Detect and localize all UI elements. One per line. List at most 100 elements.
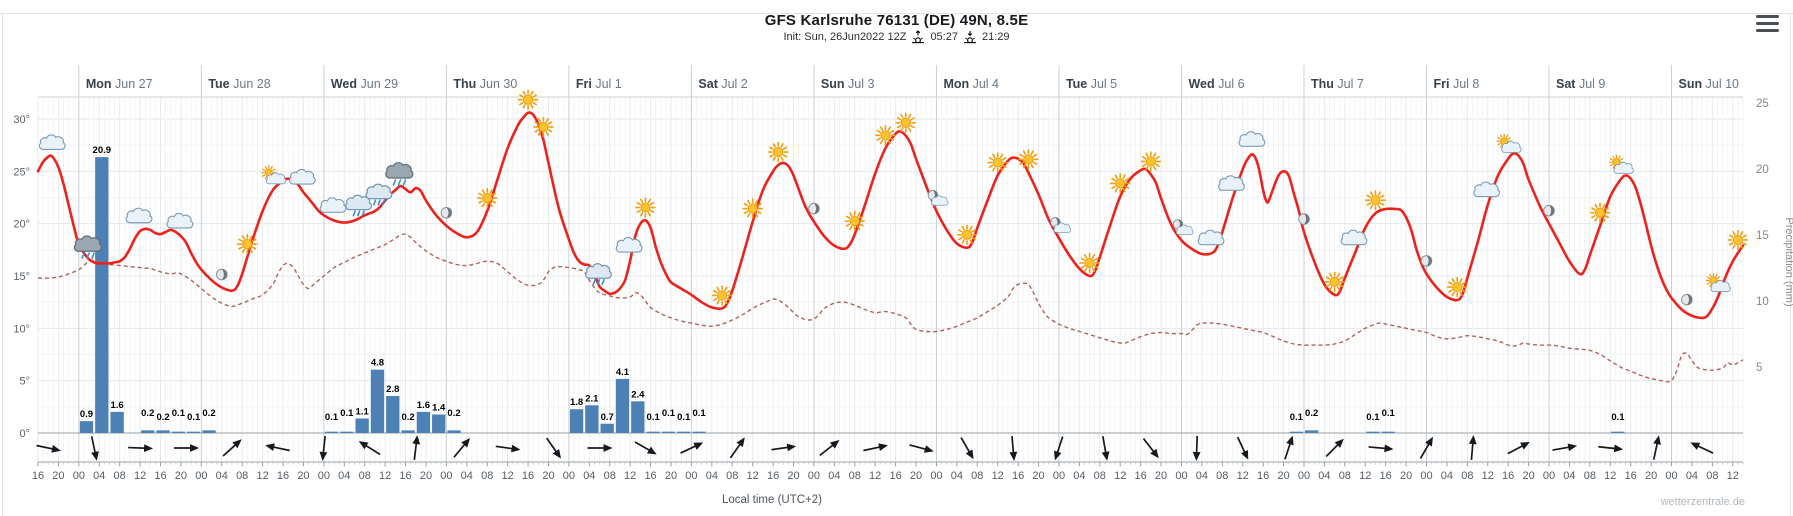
svg-text:12: 12 bbox=[1237, 470, 1249, 482]
wind-arrow bbox=[222, 439, 242, 457]
precip-bar bbox=[416, 411, 431, 433]
svg-text:15°: 15° bbox=[13, 271, 30, 283]
sun-cloud-icon bbox=[1705, 272, 1731, 293]
svg-text:04: 04 bbox=[1441, 470, 1453, 482]
wind-arrow bbox=[1468, 435, 1477, 461]
precip-value-label: 0.1 bbox=[1366, 412, 1380, 423]
svg-text:16: 16 bbox=[277, 470, 289, 482]
svg-text:00: 00 bbox=[808, 470, 820, 482]
wind-arrow bbox=[1054, 436, 1064, 461]
precip-bar bbox=[1611, 431, 1625, 433]
sun-icon bbox=[987, 152, 1008, 173]
svg-text:12: 12 bbox=[747, 470, 759, 482]
precip-value-label: 0.1 bbox=[172, 408, 186, 419]
svg-text:16: 16 bbox=[1502, 470, 1514, 482]
svg-text:16: 16 bbox=[1135, 470, 1147, 482]
precip-bar bbox=[141, 430, 155, 433]
precip-value-label: 0.2 bbox=[141, 408, 154, 419]
wind-arrow bbox=[960, 437, 974, 460]
precip-value-label: 0.1 bbox=[340, 408, 354, 419]
weather-icons bbox=[38, 89, 1749, 306]
cloud-icon bbox=[125, 207, 153, 224]
precip-bar bbox=[677, 431, 691, 433]
precip-value-label: 0.1 bbox=[1382, 408, 1396, 419]
precip-bar bbox=[386, 396, 400, 433]
precip-bar bbox=[569, 409, 584, 433]
sun-icon bbox=[895, 112, 917, 133]
day-label: Tue Jul 5 bbox=[1066, 77, 1117, 91]
rain-icon bbox=[345, 194, 372, 217]
precip-bar bbox=[692, 431, 706, 433]
precip-bar bbox=[646, 431, 660, 433]
svg-text:20: 20 bbox=[420, 470, 432, 482]
svg-text:04: 04 bbox=[461, 470, 473, 482]
svg-text:16: 16 bbox=[889, 470, 901, 482]
sun-icon bbox=[533, 116, 554, 138]
svg-text:16: 16 bbox=[399, 470, 411, 482]
precip-bar bbox=[187, 431, 201, 433]
precip-value-label: 0.9 bbox=[80, 409, 93, 420]
precip-bar bbox=[340, 431, 354, 433]
moon-icon bbox=[1420, 255, 1433, 267]
cloud-icon bbox=[1473, 181, 1501, 198]
sun-icon bbox=[1110, 173, 1131, 194]
precip-value-label: 0.1 bbox=[1290, 412, 1304, 423]
wind-direction-arrows bbox=[36, 435, 1714, 461]
moon-icon bbox=[215, 268, 228, 281]
precip-bar bbox=[1381, 431, 1395, 433]
moon-icon bbox=[440, 206, 453, 219]
rain-icon bbox=[365, 183, 393, 206]
precip-bar bbox=[600, 423, 614, 433]
sun-icon bbox=[1365, 189, 1386, 211]
day-label: Sun Jul 10 bbox=[1679, 77, 1739, 91]
day-label: Mon Jul 4 bbox=[943, 77, 999, 91]
precip-bar bbox=[324, 431, 339, 433]
svg-text:08: 08 bbox=[1339, 470, 1351, 482]
day-label: Sat Jul 2 bbox=[698, 77, 747, 91]
svg-text:00: 00 bbox=[563, 470, 575, 482]
svg-text:20: 20 bbox=[175, 470, 187, 482]
wind-arrow bbox=[1552, 443, 1578, 452]
precip-value-label: 0.2 bbox=[156, 412, 169, 423]
svg-text:16: 16 bbox=[32, 470, 44, 482]
svg-text:08: 08 bbox=[1461, 470, 1473, 482]
svg-text:00: 00 bbox=[1175, 470, 1187, 482]
sun-icon bbox=[237, 233, 258, 255]
precip-value-label: 1.4 bbox=[432, 403, 446, 414]
svg-text:12: 12 bbox=[1727, 470, 1739, 482]
wind-arrow bbox=[1236, 436, 1249, 460]
svg-text:20°: 20° bbox=[13, 219, 30, 231]
day-label: Wed Jul 6 bbox=[1188, 77, 1244, 91]
day-label: Thu Jun 30 bbox=[453, 77, 517, 91]
svg-text:20: 20 bbox=[1155, 470, 1167, 482]
svg-text:20: 20 bbox=[1756, 164, 1769, 176]
svg-text:16: 16 bbox=[1380, 470, 1392, 482]
svg-text:12: 12 bbox=[1359, 470, 1371, 482]
svg-text:04: 04 bbox=[951, 470, 963, 482]
cloud-icon bbox=[1197, 229, 1225, 246]
wind-arrow bbox=[1652, 435, 1661, 460]
sun-icon bbox=[1727, 229, 1749, 251]
precip-value-label: 1.8 bbox=[570, 397, 583, 408]
svg-text:00: 00 bbox=[1053, 470, 1065, 482]
svg-text:20: 20 bbox=[910, 470, 922, 482]
sun-icon bbox=[1446, 276, 1468, 298]
sun-icon bbox=[1140, 151, 1162, 172]
precip-bar bbox=[171, 431, 186, 433]
precip-value-label: 0.2 bbox=[401, 412, 414, 423]
precip-value-label: 0.1 bbox=[1611, 412, 1625, 423]
sun-icon bbox=[844, 210, 865, 232]
hour-axis: 16 20 00 04 08 12 16 20 00 04 08 12 16 20 00 04 08 12 16 20… bbox=[32, 462, 1744, 482]
precip-bar bbox=[1366, 431, 1380, 433]
svg-text:04: 04 bbox=[706, 470, 718, 482]
menu-hamburger-icon[interactable] bbox=[1756, 15, 1779, 32]
svg-text:25: 25 bbox=[1756, 98, 1769, 110]
precip-bar bbox=[615, 378, 630, 433]
precip-value-label: 0.1 bbox=[325, 412, 339, 423]
temperature-axis: 30° 25° 20° 15° 10° 5° 0° bbox=[13, 114, 30, 440]
rain-icon bbox=[585, 263, 612, 286]
precip-value-label: 2.1 bbox=[585, 393, 599, 404]
precip-value-label: 2.8 bbox=[386, 384, 399, 395]
